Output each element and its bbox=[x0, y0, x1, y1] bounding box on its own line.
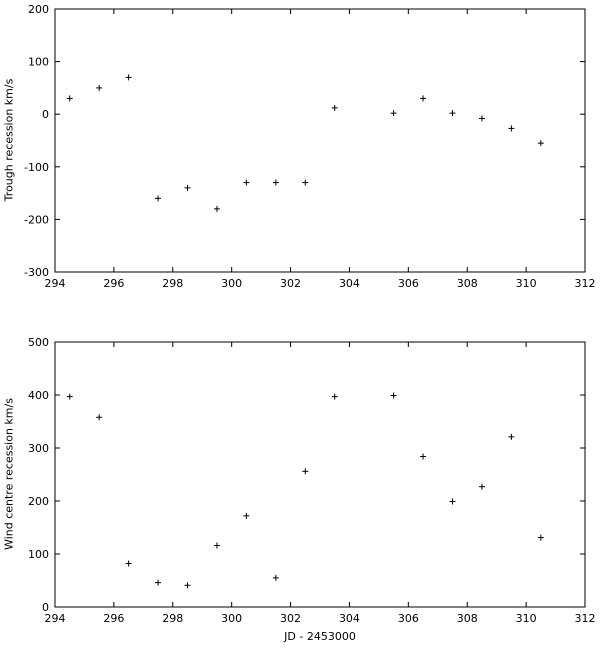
data-point bbox=[478, 483, 485, 490]
x-tick-label: 302 bbox=[280, 277, 301, 290]
y-tick-label: 100 bbox=[28, 56, 49, 69]
data-point bbox=[537, 140, 544, 147]
data-point bbox=[155, 579, 162, 586]
data-point bbox=[390, 392, 397, 399]
y-tick-label: 500 bbox=[28, 336, 49, 349]
data-marks bbox=[66, 392, 544, 589]
data-point bbox=[184, 184, 191, 191]
x-tick-label: 312 bbox=[575, 277, 596, 290]
y-tick-label: -200 bbox=[24, 213, 49, 226]
y-tick-label: 300 bbox=[28, 442, 49, 455]
y-tick-label: 200 bbox=[28, 3, 49, 16]
y-tick-label: -100 bbox=[24, 161, 49, 174]
x-tick-label: 310 bbox=[516, 612, 537, 625]
data-point bbox=[449, 498, 456, 505]
data-point bbox=[449, 110, 456, 117]
data-point bbox=[66, 95, 73, 102]
data-point bbox=[508, 433, 515, 440]
data-point bbox=[66, 393, 73, 400]
data-point bbox=[213, 205, 220, 212]
tick-group: 294 296 298 300 302 304 306 308 310 312 0 100 200 300… bbox=[28, 336, 596, 625]
data-point bbox=[331, 104, 338, 111]
y-tick-label: 100 bbox=[28, 548, 49, 561]
x-tick-label: 298 bbox=[162, 277, 183, 290]
tick-group: 294 296 298 300 302 304 306 308 310 312 -300 -200 -1… bbox=[24, 3, 595, 290]
data-point bbox=[125, 74, 132, 81]
x-tick-label: 296 bbox=[103, 612, 124, 625]
data-point bbox=[213, 542, 220, 549]
y-axis-label: Trough recession km/s bbox=[3, 78, 16, 202]
wind-centre-recession-panel: 294 296 298 300 302 304 306 308 310 312 0 100 200 300… bbox=[3, 336, 596, 643]
data-point bbox=[243, 512, 250, 519]
data-point bbox=[420, 95, 427, 102]
y-axis-label: Wind centre recession km/s bbox=[3, 398, 16, 550]
x-tick-label: 308 bbox=[457, 612, 478, 625]
plot-frame bbox=[54, 8, 586, 273]
x-tick-label: 298 bbox=[162, 612, 183, 625]
trough-recession-panel: 294 296 298 300 302 304 306 308 310 312 -300 -200 -1… bbox=[3, 3, 596, 290]
x-tick-label: 304 bbox=[339, 277, 360, 290]
data-point bbox=[125, 560, 132, 567]
data-point bbox=[537, 534, 544, 541]
data-point bbox=[508, 125, 515, 132]
data-point bbox=[96, 414, 103, 421]
data-marks bbox=[66, 74, 544, 212]
x-tick-label: 304 bbox=[339, 612, 360, 625]
x-tick-label: 302 bbox=[280, 612, 301, 625]
x-tick-label: 300 bbox=[221, 612, 242, 625]
x-tick-label: 310 bbox=[516, 277, 537, 290]
y-tick-label: 0 bbox=[42, 108, 49, 121]
data-point bbox=[390, 110, 397, 117]
x-tick-label: 308 bbox=[457, 277, 478, 290]
x-tick-label: 306 bbox=[398, 277, 419, 290]
data-point bbox=[96, 84, 103, 91]
plot-frame bbox=[54, 341, 586, 608]
data-point bbox=[331, 393, 338, 400]
x-tick-label: 306 bbox=[398, 612, 419, 625]
x-tick-label: 312 bbox=[575, 612, 596, 625]
y-tick-label: -300 bbox=[24, 266, 49, 279]
y-tick-label: 200 bbox=[28, 495, 49, 508]
data-point bbox=[420, 453, 427, 460]
y-tick-label: 400 bbox=[28, 389, 49, 402]
data-point bbox=[184, 582, 191, 589]
data-point bbox=[478, 115, 485, 122]
data-point bbox=[272, 574, 279, 581]
data-point bbox=[243, 179, 250, 186]
data-point bbox=[272, 179, 279, 186]
data-point bbox=[302, 179, 309, 186]
x-tick-label: 300 bbox=[221, 277, 242, 290]
data-point bbox=[302, 468, 309, 475]
data-point bbox=[155, 195, 162, 202]
x-tick-label: 296 bbox=[103, 277, 124, 290]
y-tick-label: 0 bbox=[42, 601, 49, 614]
x-tick-label: 294 bbox=[45, 612, 66, 625]
x-axis-label: JD - 2453000 bbox=[283, 630, 356, 643]
x-tick-label: 294 bbox=[45, 277, 66, 290]
